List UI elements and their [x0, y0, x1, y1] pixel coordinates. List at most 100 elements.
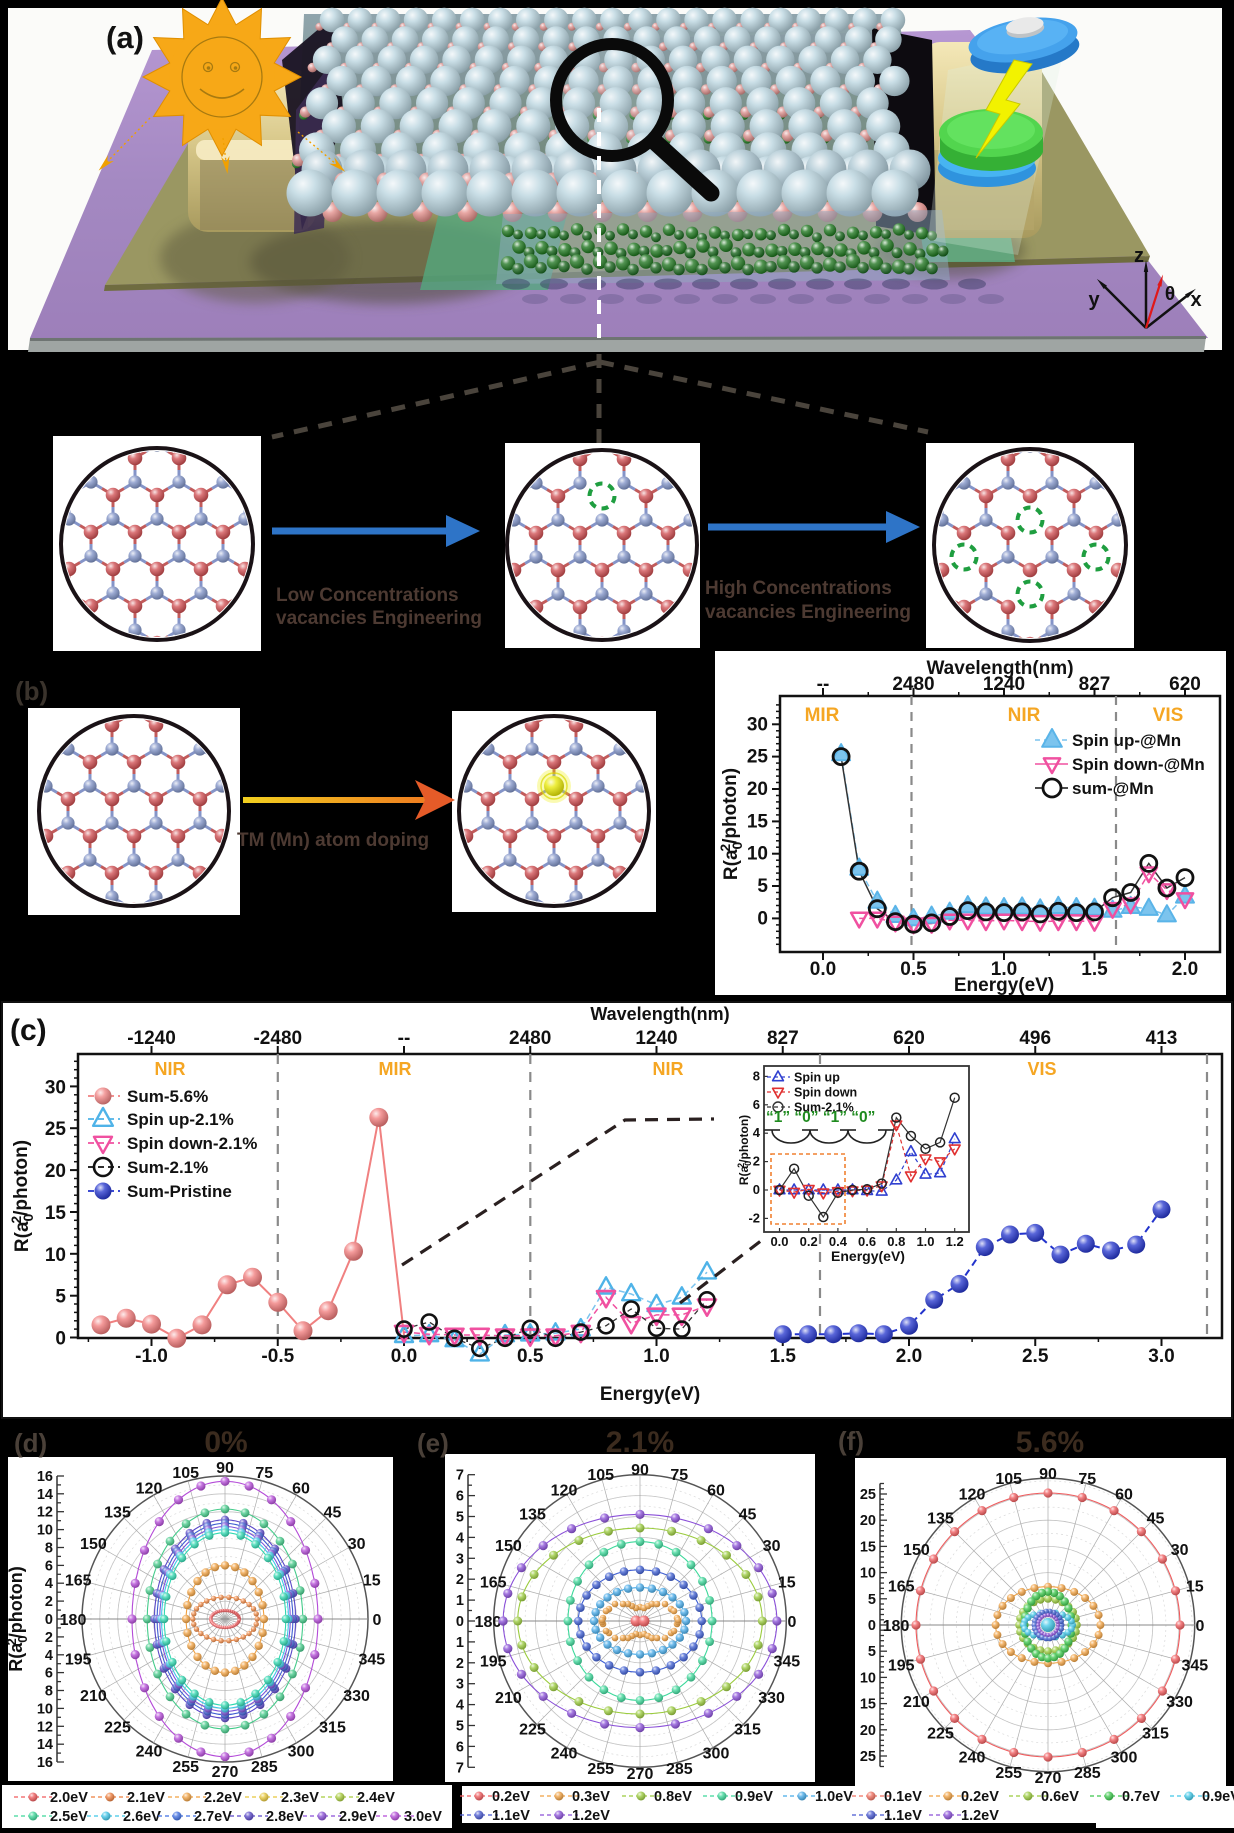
svg-text:20: 20 — [860, 1513, 876, 1529]
svg-text:(a): (a) — [106, 20, 144, 55]
svg-text:Spin down-2.1%: Spin down-2.1% — [127, 1134, 257, 1153]
svg-text:1240: 1240 — [983, 674, 1025, 695]
svg-text:1.5: 1.5 — [1081, 959, 1108, 980]
svg-text:15: 15 — [860, 1539, 876, 1555]
svg-text:5: 5 — [456, 1719, 464, 1735]
svg-text:0.3eV: 0.3eV — [572, 1789, 610, 1805]
svg-text:2.0: 2.0 — [1172, 959, 1198, 980]
svg-text:2.6eV: 2.6eV — [123, 1809, 161, 1825]
svg-text:(f): (f) — [838, 1426, 864, 1456]
svg-text:0: 0 — [456, 1614, 464, 1630]
svg-text:240: 240 — [136, 1744, 163, 1761]
svg-text:345: 345 — [773, 1653, 800, 1670]
svg-text:2: 2 — [45, 1630, 53, 1646]
svg-text:30: 30 — [348, 1536, 366, 1553]
svg-text:240: 240 — [551, 1746, 578, 1763]
svg-text:90: 90 — [216, 1460, 234, 1477]
svg-text:210: 210 — [80, 1688, 107, 1705]
svg-text:150: 150 — [495, 1538, 522, 1555]
svg-text:270: 270 — [212, 1764, 239, 1781]
svg-text:165: 165 — [480, 1575, 507, 1592]
svg-text:25: 25 — [45, 1119, 67, 1140]
svg-text:Sum-5.6%: Sum-5.6% — [127, 1087, 208, 1106]
svg-text:0: 0 — [45, 1612, 53, 1628]
svg-text:225: 225 — [104, 1720, 131, 1737]
svg-text:sum-@Mn: sum-@Mn — [1072, 779, 1154, 798]
svg-text:0.6eV: 0.6eV — [1041, 1789, 1079, 1805]
svg-text:1.2: 1.2 — [946, 1234, 964, 1249]
svg-text:315: 315 — [319, 1720, 346, 1737]
svg-text:3: 3 — [456, 1551, 464, 1567]
svg-text:0%: 0% — [204, 1426, 247, 1459]
svg-text:NIR: NIR — [1008, 705, 1041, 726]
svg-text:--: -- — [398, 1028, 411, 1049]
svg-text:4: 4 — [45, 1648, 53, 1664]
svg-text:10: 10 — [860, 1566, 876, 1582]
svg-text:6: 6 — [753, 1097, 760, 1112]
svg-text:z: z — [1134, 245, 1144, 267]
svg-text:--: -- — [817, 674, 830, 695]
svg-text:vacancies Engineering: vacancies Engineering — [276, 608, 482, 629]
svg-text:60: 60 — [1115, 1486, 1133, 1503]
svg-text:2: 2 — [45, 1594, 53, 1610]
svg-text:Sum-2.1%: Sum-2.1% — [127, 1158, 208, 1177]
svg-text:0.7eV: 0.7eV — [1122, 1789, 1160, 1805]
svg-text:135: 135 — [519, 1507, 546, 1524]
svg-text:255: 255 — [995, 1765, 1022, 1782]
svg-text:225: 225 — [927, 1726, 954, 1743]
svg-text:4: 4 — [753, 1125, 761, 1140]
svg-text:0.0: 0.0 — [391, 1346, 417, 1367]
svg-text:3.0: 3.0 — [1148, 1346, 1174, 1367]
svg-text:165: 165 — [65, 1573, 92, 1590]
svg-text:255: 255 — [172, 1759, 199, 1776]
svg-text:10: 10 — [37, 1701, 53, 1717]
svg-text:-1.0: -1.0 — [135, 1346, 168, 1367]
svg-text:120: 120 — [136, 1480, 163, 1497]
svg-text:Spin up-2.1%: Spin up-2.1% — [127, 1110, 234, 1129]
svg-text:High Concentrations: High Concentrations — [705, 578, 892, 599]
svg-text:2.9eV: 2.9eV — [339, 1809, 377, 1825]
svg-text:20: 20 — [747, 779, 768, 800]
svg-text:15: 15 — [860, 1697, 876, 1713]
svg-text:1: 1 — [456, 1593, 464, 1609]
svg-text:240: 240 — [959, 1750, 986, 1767]
svg-text:Wavelength(nm): Wavelength(nm) — [926, 658, 1073, 679]
svg-text:5.6%: 5.6% — [1016, 1426, 1084, 1459]
svg-text:30: 30 — [1171, 1542, 1189, 1559]
svg-text:2.2eV: 2.2eV — [204, 1790, 242, 1806]
svg-text:0.8eV: 0.8eV — [654, 1789, 692, 1805]
svg-text:45: 45 — [1147, 1511, 1165, 1528]
svg-text:MIR: MIR — [805, 705, 840, 726]
svg-text:330: 330 — [758, 1690, 785, 1707]
svg-text:R(a02/photon): R(a02/photon) — [736, 1115, 753, 1185]
svg-text:2: 2 — [456, 1656, 464, 1672]
svg-text:827: 827 — [767, 1028, 799, 1049]
svg-text:0.0: 0.0 — [770, 1234, 788, 1249]
svg-text:8: 8 — [753, 1068, 760, 1083]
svg-text:413: 413 — [1146, 1028, 1178, 1049]
svg-text:(e): (e) — [417, 1428, 449, 1458]
svg-text:-0.5: -0.5 — [261, 1346, 294, 1367]
svg-text:15: 15 — [363, 1573, 381, 1590]
svg-text:1.0: 1.0 — [643, 1346, 669, 1367]
svg-text:20: 20 — [45, 1161, 66, 1182]
svg-text:Energy(eV): Energy(eV) — [954, 975, 1054, 996]
svg-text:VIS: VIS — [1027, 1059, 1056, 1079]
svg-text:Low Concentrations: Low Concentrations — [276, 585, 459, 606]
svg-text:2: 2 — [456, 1572, 464, 1588]
svg-text:210: 210 — [903, 1694, 930, 1711]
svg-text:0.5: 0.5 — [517, 1346, 544, 1367]
svg-text:0: 0 — [1196, 1618, 1205, 1635]
svg-text:827: 827 — [1079, 674, 1111, 695]
svg-text:14: 14 — [37, 1737, 53, 1753]
svg-text:-1240: -1240 — [127, 1028, 176, 1049]
svg-text:30: 30 — [763, 1538, 781, 1555]
svg-text:60: 60 — [707, 1482, 725, 1499]
svg-text:270: 270 — [627, 1766, 654, 1783]
svg-text:25: 25 — [860, 1749, 876, 1765]
svg-text:(c): (c) — [10, 1014, 47, 1047]
svg-text:270: 270 — [1035, 1770, 1062, 1787]
svg-text:Spin down-@Mn: Spin down-@Mn — [1072, 755, 1205, 774]
svg-text:5: 5 — [868, 1592, 876, 1608]
svg-text:30: 30 — [747, 714, 768, 735]
